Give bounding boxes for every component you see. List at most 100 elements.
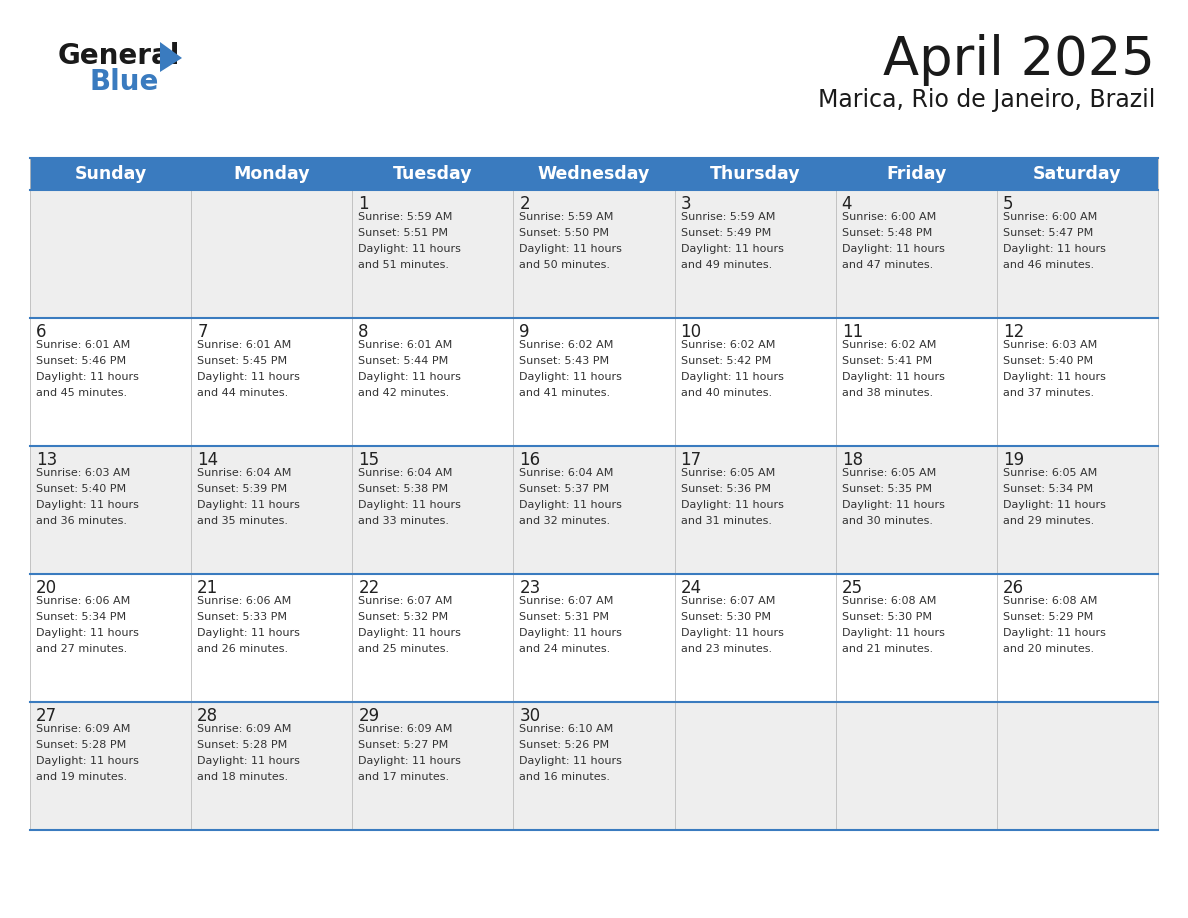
Text: Sunset: 5:41 PM: Sunset: 5:41 PM	[842, 356, 931, 366]
Text: Sunset: 5:36 PM: Sunset: 5:36 PM	[681, 484, 771, 494]
Text: Sunset: 5:45 PM: Sunset: 5:45 PM	[197, 356, 287, 366]
Text: Saturday: Saturday	[1034, 165, 1121, 183]
Text: Sunrise: 6:01 AM: Sunrise: 6:01 AM	[359, 340, 453, 350]
Text: and 50 minutes.: and 50 minutes.	[519, 260, 611, 270]
Text: and 26 minutes.: and 26 minutes.	[197, 644, 289, 654]
Text: Daylight: 11 hours: Daylight: 11 hours	[681, 244, 783, 254]
Text: Daylight: 11 hours: Daylight: 11 hours	[1003, 244, 1106, 254]
Text: and 32 minutes.: and 32 minutes.	[519, 516, 611, 526]
Text: 3: 3	[681, 195, 691, 213]
Text: Daylight: 11 hours: Daylight: 11 hours	[842, 244, 944, 254]
Text: Sunrise: 6:05 AM: Sunrise: 6:05 AM	[1003, 468, 1097, 478]
Text: 10: 10	[681, 323, 702, 341]
Text: Daylight: 11 hours: Daylight: 11 hours	[359, 628, 461, 638]
Text: Daylight: 11 hours: Daylight: 11 hours	[681, 628, 783, 638]
Text: 14: 14	[197, 451, 219, 469]
Text: Daylight: 11 hours: Daylight: 11 hours	[197, 500, 301, 510]
Text: and 49 minutes.: and 49 minutes.	[681, 260, 772, 270]
Text: and 45 minutes.: and 45 minutes.	[36, 388, 127, 398]
Text: Daylight: 11 hours: Daylight: 11 hours	[1003, 372, 1106, 382]
Text: Sunset: 5:38 PM: Sunset: 5:38 PM	[359, 484, 448, 494]
Text: Daylight: 11 hours: Daylight: 11 hours	[519, 372, 623, 382]
Text: Daylight: 11 hours: Daylight: 11 hours	[519, 500, 623, 510]
Text: and 23 minutes.: and 23 minutes.	[681, 644, 772, 654]
Text: 19: 19	[1003, 451, 1024, 469]
Text: Monday: Monday	[233, 165, 310, 183]
Text: 27: 27	[36, 707, 57, 725]
Text: Sunset: 5:48 PM: Sunset: 5:48 PM	[842, 228, 931, 238]
Text: 18: 18	[842, 451, 862, 469]
Text: Daylight: 11 hours: Daylight: 11 hours	[359, 244, 461, 254]
Text: Sunrise: 6:02 AM: Sunrise: 6:02 AM	[681, 340, 775, 350]
Text: Sunset: 5:46 PM: Sunset: 5:46 PM	[36, 356, 126, 366]
Text: Sunset: 5:35 PM: Sunset: 5:35 PM	[842, 484, 931, 494]
Text: Sunrise: 6:09 AM: Sunrise: 6:09 AM	[197, 724, 291, 734]
Text: Sunrise: 5:59 AM: Sunrise: 5:59 AM	[681, 212, 775, 222]
Text: Daylight: 11 hours: Daylight: 11 hours	[36, 500, 139, 510]
Text: 29: 29	[359, 707, 379, 725]
Text: April 2025: April 2025	[883, 34, 1155, 86]
Text: Daylight: 11 hours: Daylight: 11 hours	[519, 244, 623, 254]
Bar	[30, 190, 1158, 318]
Text: Daylight: 11 hours: Daylight: 11 hours	[842, 372, 944, 382]
Text: Daylight: 11 hours: Daylight: 11 hours	[197, 628, 301, 638]
Bar	[30, 446, 1158, 574]
Text: 1: 1	[359, 195, 369, 213]
Text: Blue: Blue	[90, 68, 159, 96]
Text: Sunrise: 6:06 AM: Sunrise: 6:06 AM	[197, 596, 291, 606]
Text: and 44 minutes.: and 44 minutes.	[197, 388, 289, 398]
Text: Sunday: Sunday	[75, 165, 146, 183]
Text: Sunset: 5:49 PM: Sunset: 5:49 PM	[681, 228, 771, 238]
Text: Daylight: 11 hours: Daylight: 11 hours	[842, 628, 944, 638]
Text: Sunset: 5:27 PM: Sunset: 5:27 PM	[359, 740, 449, 750]
Text: Sunset: 5:43 PM: Sunset: 5:43 PM	[519, 356, 609, 366]
Text: 26: 26	[1003, 579, 1024, 597]
Text: Sunset: 5:51 PM: Sunset: 5:51 PM	[359, 228, 448, 238]
Text: Sunrise: 6:07 AM: Sunrise: 6:07 AM	[681, 596, 775, 606]
Text: 15: 15	[359, 451, 379, 469]
Text: 8: 8	[359, 323, 368, 341]
Text: Sunset: 5:34 PM: Sunset: 5:34 PM	[36, 612, 126, 622]
Text: Sunset: 5:33 PM: Sunset: 5:33 PM	[197, 612, 287, 622]
Text: and 20 minutes.: and 20 minutes.	[1003, 644, 1094, 654]
Text: Daylight: 11 hours: Daylight: 11 hours	[197, 372, 301, 382]
Text: 5: 5	[1003, 195, 1013, 213]
Text: Sunrise: 6:09 AM: Sunrise: 6:09 AM	[36, 724, 131, 734]
Text: Sunset: 5:39 PM: Sunset: 5:39 PM	[197, 484, 287, 494]
Text: Marica, Rio de Janeiro, Brazil: Marica, Rio de Janeiro, Brazil	[817, 88, 1155, 112]
Text: Sunset: 5:40 PM: Sunset: 5:40 PM	[36, 484, 126, 494]
Text: and 16 minutes.: and 16 minutes.	[519, 772, 611, 782]
Text: 24: 24	[681, 579, 702, 597]
Text: 12: 12	[1003, 323, 1024, 341]
Text: Sunrise: 6:07 AM: Sunrise: 6:07 AM	[519, 596, 614, 606]
Bar	[30, 574, 1158, 702]
Text: 11: 11	[842, 323, 862, 341]
Text: Sunrise: 6:03 AM: Sunrise: 6:03 AM	[1003, 340, 1097, 350]
Text: and 24 minutes.: and 24 minutes.	[519, 644, 611, 654]
Text: Sunrise: 6:05 AM: Sunrise: 6:05 AM	[842, 468, 936, 478]
Text: Sunrise: 5:59 AM: Sunrise: 5:59 AM	[359, 212, 453, 222]
Text: Thursday: Thursday	[710, 165, 801, 183]
Text: Sunset: 5:50 PM: Sunset: 5:50 PM	[519, 228, 609, 238]
Text: 21: 21	[197, 579, 219, 597]
Text: and 47 minutes.: and 47 minutes.	[842, 260, 933, 270]
Text: and 27 minutes.: and 27 minutes.	[36, 644, 127, 654]
Text: Sunrise: 6:01 AM: Sunrise: 6:01 AM	[197, 340, 291, 350]
Text: Sunrise: 6:04 AM: Sunrise: 6:04 AM	[197, 468, 291, 478]
Text: Daylight: 11 hours: Daylight: 11 hours	[36, 628, 139, 638]
Text: 25: 25	[842, 579, 862, 597]
Text: Sunrise: 6:05 AM: Sunrise: 6:05 AM	[681, 468, 775, 478]
Text: Daylight: 11 hours: Daylight: 11 hours	[842, 500, 944, 510]
Text: and 17 minutes.: and 17 minutes.	[359, 772, 449, 782]
Text: and 33 minutes.: and 33 minutes.	[359, 516, 449, 526]
Text: Sunrise: 6:02 AM: Sunrise: 6:02 AM	[519, 340, 614, 350]
Text: Sunrise: 5:59 AM: Sunrise: 5:59 AM	[519, 212, 614, 222]
Text: 13: 13	[36, 451, 57, 469]
Text: Sunset: 5:42 PM: Sunset: 5:42 PM	[681, 356, 771, 366]
Text: Sunset: 5:32 PM: Sunset: 5:32 PM	[359, 612, 448, 622]
Text: Sunset: 5:31 PM: Sunset: 5:31 PM	[519, 612, 609, 622]
Text: and 40 minutes.: and 40 minutes.	[681, 388, 772, 398]
Text: General: General	[58, 42, 181, 70]
Text: Daylight: 11 hours: Daylight: 11 hours	[36, 372, 139, 382]
Text: Daylight: 11 hours: Daylight: 11 hours	[359, 756, 461, 766]
